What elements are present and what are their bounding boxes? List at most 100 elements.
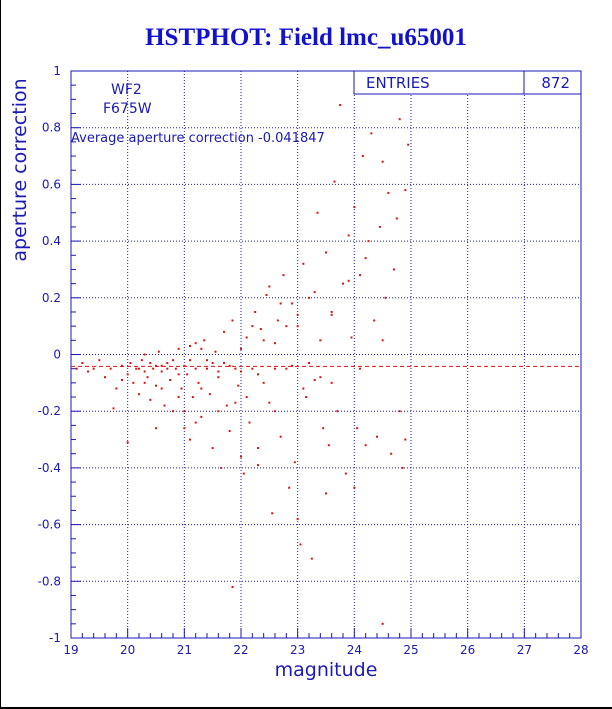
data-points: [75, 104, 410, 625]
data-point: [183, 427, 186, 430]
data-point: [268, 285, 271, 288]
data-point: [200, 415, 203, 418]
data-point: [325, 492, 327, 495]
data-point: [231, 585, 234, 588]
data-point: [157, 350, 160, 353]
data-point: [319, 339, 322, 342]
data-point: [149, 398, 152, 401]
data-point: [308, 362, 310, 365]
data-point: [152, 367, 155, 370]
data-point: [160, 364, 163, 367]
data-point: [390, 452, 393, 455]
y-tick-label: 0.8: [42, 121, 61, 135]
data-point: [291, 302, 293, 305]
data-point: [299, 543, 302, 546]
data-point: [140, 359, 143, 362]
data-point: [206, 367, 208, 370]
data-point: [350, 336, 353, 339]
data-point: [262, 339, 265, 342]
data-point: [296, 517, 299, 520]
x-tick-label: 28: [573, 643, 588, 657]
data-point: [242, 472, 245, 475]
y-axis-label: aperture correction: [9, 78, 31, 261]
data-point: [319, 376, 322, 379]
stats-entries-label: ENTRIES: [366, 74, 430, 92]
data-point: [189, 438, 191, 441]
data-point: [367, 240, 370, 243]
data-point: [313, 291, 316, 294]
data-point: [404, 438, 407, 441]
data-point: [384, 296, 387, 299]
data-point: [138, 393, 140, 396]
data-point: [293, 461, 296, 464]
data-point: [109, 367, 112, 370]
data-point: [211, 447, 214, 450]
data-point: [302, 262, 305, 265]
data-point: [330, 381, 333, 384]
data-point: [166, 362, 169, 365]
data-point: [268, 401, 271, 404]
data-point: [353, 206, 356, 209]
data-point: [92, 367, 95, 370]
data-point: [126, 373, 129, 376]
data-point: [393, 268, 395, 271]
filter-label: F675W: [103, 101, 152, 117]
data-point: [395, 217, 398, 220]
data-point: [279, 435, 282, 438]
data-point: [361, 155, 364, 158]
data-point: [336, 410, 339, 413]
data-point: [381, 339, 384, 342]
data-point: [359, 367, 361, 370]
data-point: [211, 362, 214, 365]
chart-title: HSTPHOT: Field lmc_u65001: [145, 24, 467, 51]
data-point: [262, 381, 265, 384]
average-correction-label: Average aperture correction -0.041847: [71, 131, 325, 146]
y-tick-label: -0.8: [38, 574, 61, 588]
data-point: [257, 447, 259, 450]
data-point: [257, 373, 259, 376]
data-point: [155, 427, 157, 430]
data-point: [166, 367, 169, 370]
x-tick-label: 24: [347, 643, 362, 657]
data-point: [364, 257, 367, 260]
data-point: [285, 325, 288, 328]
window-left-border: [0, 0, 1, 709]
data-point: [274, 367, 276, 370]
y-tick-labels: -1 -0.8 -0.6 -0.4 -0.2 0 0.2 0.4 0.6 0.8 1: [38, 64, 61, 645]
data-point: [180, 387, 183, 390]
data-point: [288, 486, 291, 489]
y-tick-label: 0.2: [42, 291, 61, 305]
data-point: [155, 384, 157, 387]
data-point: [356, 427, 359, 430]
data-point: [138, 367, 140, 370]
data-point: [208, 393, 211, 396]
data-point: [75, 367, 78, 370]
data-point: [163, 404, 166, 407]
data-point: [407, 143, 410, 146]
data-point: [129, 362, 132, 365]
chip-label: WF2: [111, 82, 142, 98]
data-point: [177, 347, 180, 350]
data-point: [194, 367, 197, 370]
data-point: [206, 359, 208, 362]
data-point: [223, 362, 225, 365]
tick-marks: [70, 70, 582, 639]
data-point: [240, 455, 242, 458]
data-point: [143, 381, 146, 384]
data-point: [347, 234, 350, 237]
data-point: [177, 373, 180, 376]
data-point: [200, 387, 203, 390]
data-point: [305, 396, 308, 399]
data-point: [333, 180, 336, 183]
data-point: [313, 379, 316, 382]
data-point: [186, 373, 189, 376]
y-tick-label: -0.2: [38, 404, 61, 418]
data-point: [359, 274, 361, 277]
data-point: [121, 364, 123, 367]
data-point: [149, 362, 152, 365]
data-point: [174, 367, 177, 370]
data-point: [398, 118, 401, 121]
data-point: [342, 282, 344, 285]
data-point: [330, 310, 333, 313]
data-point: [217, 376, 220, 379]
